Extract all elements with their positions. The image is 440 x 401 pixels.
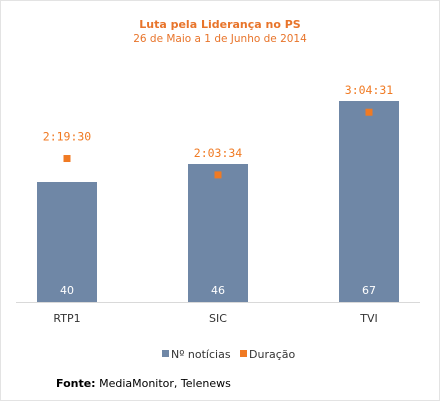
source-text: MediaMonitor, Telenews — [95, 377, 231, 390]
bar-value-label: 67 — [362, 284, 376, 297]
source-note: Fonte: MediaMonitor, Telenews — [56, 377, 231, 390]
duration-label: 2:03:34 — [194, 146, 243, 160]
legend-swatch-duracao — [240, 350, 247, 357]
legend-swatch-noticias — [162, 350, 169, 357]
chart-subtitle: 26 de Maio a 1 de Junho de 2014 — [133, 33, 307, 45]
duration-marker-sic — [214, 171, 222, 179]
category-label: TVI — [359, 312, 378, 325]
chart-title: Luta pela Liderança no PS — [139, 18, 301, 31]
legend-label-duracao: Duração — [249, 348, 295, 361]
bar-value-label: 40 — [60, 284, 74, 297]
duration-marker-rtp1 — [63, 155, 71, 163]
duration-label: 3:04:31 — [345, 83, 394, 97]
category-label: SIC — [209, 312, 227, 325]
category-label: RTP1 — [53, 312, 80, 325]
bar-sic — [188, 164, 248, 302]
bar-rtp1 — [37, 182, 97, 302]
source-label: Fonte: — [56, 377, 96, 390]
bar-value-label: 46 — [211, 284, 225, 297]
duration-label: 2:19:30 — [43, 130, 92, 144]
legend-label-noticias: Nº notícias — [171, 348, 231, 361]
bar-tvi — [339, 101, 399, 302]
duration-marker-tvi — [365, 108, 373, 116]
